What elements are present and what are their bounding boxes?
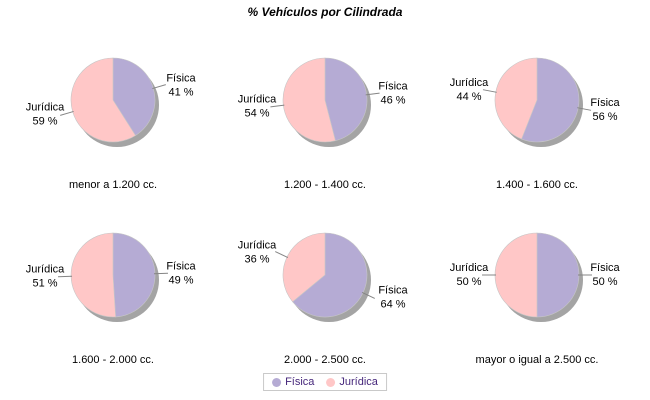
pie-caption: mayor o igual a 2.500 cc. [475,354,599,366]
pie-caption: menor a 1.200 cc. [68,179,158,191]
slice-label-name: Física [378,80,408,92]
leader-line [482,89,497,93]
leader-line [365,92,380,96]
slice-label-value: 49 % [168,274,193,286]
pie-cell: Física 50 % Jurídica 50 % mayor o igual a 2… [431,200,643,375]
slice-label-value: 64 % [380,298,405,310]
slice-label-name: Física [166,72,196,84]
slice-label-value: 41 % [168,86,193,98]
legend-swatch-juridica-icon [326,377,336,387]
slice-label-name: Física [378,284,408,296]
leader-line [270,104,285,108]
slice-label-name: Jurídica [238,94,277,106]
pie-chart: Física 46 % Jurídica 54 % [238,57,409,147]
pie-cell: Física 46 % Jurídica 54 % 1.200 - 1.400 cc. [219,25,431,200]
slice-label-value: 50 % [456,276,481,288]
slice-label-name: Jurídica [450,262,489,274]
pie-caption: 1.400 - 1.600 cc. [496,179,578,191]
pie-chart: Física 50 % Jurídica 50 % [450,232,621,322]
pie-chart: Física 56 % Jurídica 44 % [450,57,621,147]
pie-caption: 1.200 - 1.400 cc. [284,179,366,191]
chart-title: % Vehículos por Cilindrada [247,5,403,19]
legend-item-juridica: Jurídica [326,376,378,388]
slice-label-name: Física [166,260,196,272]
slice-label-name: Jurídica [26,264,65,276]
pie-chart: Física 41 % Jurídica 59 % [26,57,197,147]
slice-label-value: 59 % [32,116,57,128]
slice-label-name: Jurídica [450,77,489,89]
pie-chart: Física 49 % Jurídica 51 % [26,232,197,322]
leader-line [275,251,289,258]
legend-item-fisica: Física [272,376,314,388]
pie-slice-jurídica [70,232,116,318]
slice-label-name: Física [590,262,620,274]
slice-label-name: Jurídica [26,102,65,114]
pie-cell: Física 41 % Jurídica 59 % menor a 1.200 cc. [7,25,219,200]
leader-line [577,107,592,111]
slice-label-value: 54 % [244,108,269,120]
slice-label-value: 50 % [592,276,617,288]
pie-caption: 1.600 - 2.000 cc. [72,354,154,366]
legend-label-fisica: Física [285,376,315,388]
pie-cell: Física 49 % Jurídica 51 % 1.600 - 2.000 cc. [7,200,219,375]
slice-label-name: Física [590,97,620,109]
pie-grid: Física 41 % Jurídica 59 % menor a 1.200 cc.… [7,25,643,375]
legend-label-juridica: Jurídica [339,376,378,388]
legend-swatch-fisica-icon [272,377,282,387]
pie-chart: Física 64 % Jurídica 36 % [238,232,409,322]
slice-label-value: 46 % [380,94,405,106]
pie-cell: Física 64 % Jurídica 36 % 2.000 - 2.500 cc. [219,200,431,375]
pie-caption: 2.000 - 2.500 cc. [284,354,366,366]
leader-line [152,84,166,90]
slice-label-value: 56 % [592,111,617,123]
slice-label-value: 44 % [456,91,481,103]
leader-line [361,292,375,299]
pie-slice-jurídica [494,232,538,318]
slice-label-value: 36 % [244,254,269,266]
slice-label-name: Jurídica [238,240,277,252]
slice-label-value: 51 % [32,278,57,290]
legend: Física Jurídica [263,373,387,391]
pie-cell: Física 56 % Jurídica 44 % 1.400 - 1.600 cc. [431,25,643,200]
leader-line [60,110,74,116]
